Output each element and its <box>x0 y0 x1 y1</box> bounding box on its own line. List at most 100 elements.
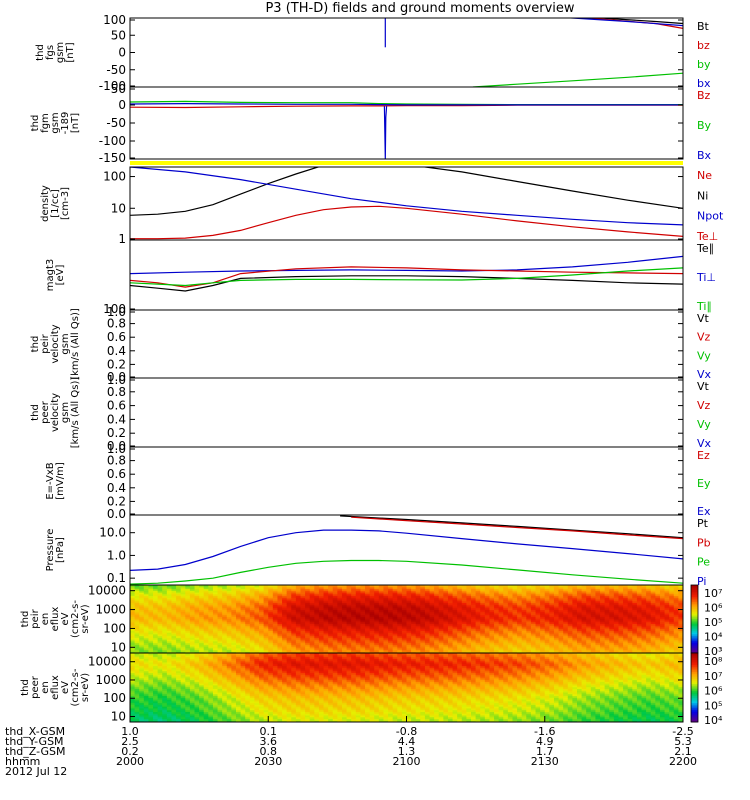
spectrogram-cell <box>664 607 670 611</box>
spectrogram-cell <box>618 618 624 621</box>
spectrogram-cell <box>466 602 472 605</box>
spectrogram-cell <box>659 612 666 616</box>
spectrogram-cell <box>498 600 504 604</box>
spectrogram-cell <box>544 635 550 638</box>
spectrogram-cell <box>517 605 523 609</box>
spectrogram-cell <box>517 592 523 595</box>
spectrogram-cell <box>143 630 150 633</box>
spectrogram-cell <box>162 646 168 649</box>
spectrogram-cell <box>185 632 191 635</box>
spectrogram-cell <box>503 623 509 626</box>
spectrogram-cell <box>443 639 449 642</box>
spectrogram-cell <box>222 597 228 600</box>
spectrogram-cell <box>337 597 343 600</box>
spectrogram-cell <box>378 612 385 616</box>
spectrogram-cell <box>388 586 394 590</box>
spectrogram-cell <box>162 593 168 597</box>
spectrogram-cell <box>277 604 283 607</box>
spectrogram-cell <box>415 611 421 614</box>
spectrogram-cell <box>139 616 145 619</box>
spectrogram-cell <box>143 644 150 647</box>
spectrogram-cell <box>424 585 431 588</box>
spectrogram-cell <box>268 625 274 628</box>
spectrogram-cell <box>636 626 643 630</box>
spectrogram-cell <box>231 618 237 621</box>
spectrogram-cell <box>249 630 256 633</box>
spectrogram-cell <box>162 639 168 642</box>
spectrogram-cell <box>678 642 683 645</box>
spectrogram-cell <box>189 612 196 616</box>
spectrogram-cell <box>471 623 477 626</box>
spectrogram-cell <box>411 642 417 645</box>
spectrogram-cell <box>673 588 679 591</box>
series-Pb <box>351 516 683 540</box>
spectrogram-cell <box>480 605 486 609</box>
spectrogram-cell <box>328 586 334 590</box>
spectrogram-cell <box>438 585 444 588</box>
spectrogram-cell <box>530 607 537 611</box>
spectrogram-cell <box>411 646 417 649</box>
spectrogram-cell <box>540 644 546 647</box>
spectrogram-cell <box>447 593 454 597</box>
spectrogram-cell <box>139 635 145 638</box>
spectrogram-cell <box>623 637 629 640</box>
spectrogram-cell <box>503 649 509 652</box>
spectrogram-cell <box>457 595 463 598</box>
spectrogram-cell <box>489 607 495 611</box>
spectrogram-cell <box>277 616 283 619</box>
spectrogram-cell <box>217 592 223 595</box>
spectrogram-cell <box>655 626 661 630</box>
spectrogram-cell <box>153 633 159 637</box>
spectrogram-cell <box>300 637 306 640</box>
spectrogram-cell <box>567 611 573 614</box>
spectrogram-cell <box>530 633 537 637</box>
spectrogram-cell <box>291 605 297 609</box>
spectrogram-cell <box>535 651 541 653</box>
legend-Bx: Bx <box>697 149 712 162</box>
spectrogram-cell <box>438 595 444 598</box>
spectrogram-cell <box>217 632 223 635</box>
spectrogram-cell <box>323 605 329 609</box>
spectrogram-cell <box>259 637 265 640</box>
spectrogram-cell <box>245 593 251 597</box>
spectrogram-cell <box>567 609 573 612</box>
spectrogram-cell <box>618 612 624 616</box>
spectrogram-cell <box>609 592 615 595</box>
spectrogram-cell <box>259 651 265 653</box>
spectrogram-cell <box>411 635 417 638</box>
spectrogram-cell <box>447 628 454 631</box>
spectrogram-cell <box>664 619 670 623</box>
spectrogram-cell <box>208 632 214 635</box>
spectrogram-cell <box>199 609 205 612</box>
spectrogram-cell <box>549 633 555 637</box>
spectrogram-cell <box>507 633 514 637</box>
spectrogram-cell <box>351 647 357 651</box>
spectrogram-cell <box>360 640 366 644</box>
y-tick-label: -100 <box>99 134 126 148</box>
spectrogram-cell <box>397 614 403 617</box>
spectrogram-cell <box>669 607 675 611</box>
spectrogram-cell <box>134 644 140 647</box>
spectrogram-cell <box>567 625 573 628</box>
spectrogram-cell <box>581 597 587 600</box>
spectrogram-cell <box>447 609 454 612</box>
spectrogram-cell <box>553 635 560 638</box>
spectrogram-cell <box>162 616 168 619</box>
spectrogram-cell <box>148 590 154 593</box>
spectrogram-cell <box>397 604 403 607</box>
spectrogram-cell <box>590 639 597 642</box>
spectrogram-cell <box>549 637 555 640</box>
spectrogram-cell <box>567 590 573 593</box>
legend-by: by <box>697 58 711 71</box>
spectrogram-cell <box>669 605 675 609</box>
spectrogram-cell <box>590 651 597 653</box>
spectrogram-cell <box>443 585 449 588</box>
spectrogram-cell <box>162 644 168 647</box>
spectrogram-cell <box>240 628 246 631</box>
spectrogram-cell <box>424 600 431 604</box>
spectrogram-cell <box>447 635 454 638</box>
spectrogram-cell <box>212 595 219 598</box>
spectrogram-cell <box>374 642 380 645</box>
spectrogram-cell <box>365 649 371 652</box>
